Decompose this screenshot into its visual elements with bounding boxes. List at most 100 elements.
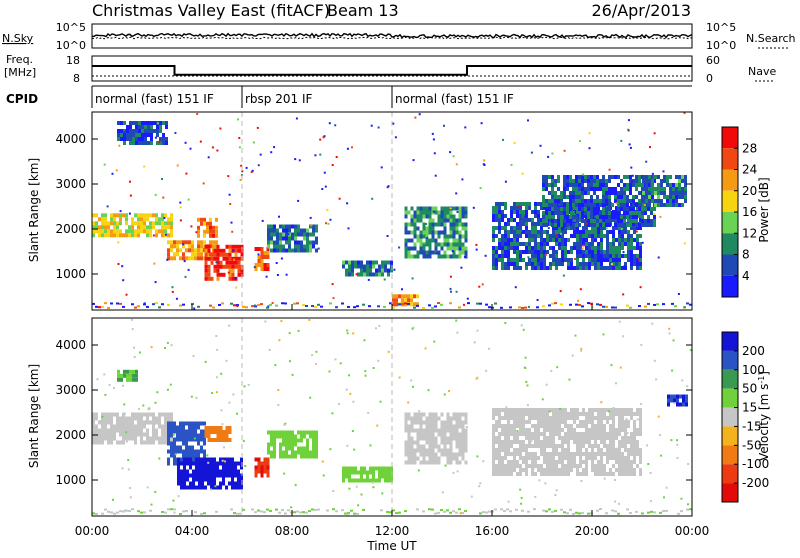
data-cell bbox=[407, 412, 411, 417]
data-cell bbox=[556, 366, 559, 369]
data-cell bbox=[192, 355, 195, 358]
data-cell bbox=[501, 238, 504, 242]
data-cell bbox=[193, 307, 196, 310]
data-cell bbox=[413, 242, 417, 247]
data-cell bbox=[537, 242, 540, 246]
data-cell bbox=[633, 460, 636, 464]
data-cell bbox=[672, 187, 675, 191]
data-cell bbox=[266, 263, 270, 267]
data-cell bbox=[257, 253, 260, 256]
data-cell bbox=[191, 429, 194, 434]
data-cell bbox=[563, 207, 566, 211]
data-cell bbox=[428, 254, 432, 259]
data-cell bbox=[257, 509, 260, 512]
data-cell bbox=[204, 252, 208, 257]
data-cell bbox=[179, 256, 182, 261]
data-cell bbox=[534, 436, 537, 440]
data-cell bbox=[599, 183, 602, 187]
data-cell bbox=[504, 242, 507, 246]
data-cell bbox=[617, 183, 620, 187]
data-cell bbox=[600, 456, 603, 460]
data-cell bbox=[554, 302, 557, 305]
data-cell bbox=[419, 210, 423, 215]
data-cell bbox=[678, 187, 681, 191]
data-cell bbox=[546, 408, 549, 412]
data-cell bbox=[276, 274, 279, 276]
data-cell bbox=[213, 477, 216, 482]
data-cell bbox=[611, 175, 614, 179]
data-cell bbox=[351, 478, 354, 483]
data-cell bbox=[164, 225, 167, 230]
data-cell bbox=[92, 420, 95, 425]
data-cell bbox=[222, 477, 225, 482]
data-cell bbox=[681, 203, 684, 207]
data-cell bbox=[578, 223, 581, 227]
data-cell bbox=[191, 240, 194, 245]
data-cell bbox=[219, 430, 223, 434]
data-cell bbox=[564, 412, 567, 416]
data-cell bbox=[460, 266, 463, 269]
data-cell bbox=[636, 428, 639, 432]
data-cell bbox=[570, 424, 573, 428]
data-cell bbox=[290, 506, 293, 509]
data-cell bbox=[179, 219, 182, 222]
data-cell bbox=[209, 233, 212, 238]
data-cell bbox=[312, 430, 315, 435]
data-cell bbox=[431, 424, 435, 429]
data-cell bbox=[446, 440, 450, 445]
data-cell bbox=[548, 211, 551, 215]
data-cell bbox=[204, 360, 207, 363]
data-cell bbox=[676, 457, 679, 459]
data-cell bbox=[404, 214, 408, 219]
data-cell bbox=[624, 472, 627, 476]
data-cell bbox=[504, 180, 507, 183]
data-cell bbox=[504, 472, 507, 476]
data-cell bbox=[621, 242, 624, 246]
data-cell bbox=[132, 129, 135, 133]
data-cell bbox=[404, 250, 408, 255]
data-cell bbox=[200, 248, 203, 253]
data-cell bbox=[458, 452, 462, 457]
data-cell bbox=[513, 452, 516, 456]
data-cell bbox=[545, 207, 548, 211]
data-cell bbox=[501, 254, 504, 258]
data-cell bbox=[104, 436, 107, 441]
data-cell bbox=[167, 416, 170, 421]
data-cell bbox=[618, 432, 621, 436]
data-cell bbox=[116, 221, 119, 226]
data-cell bbox=[689, 349, 692, 352]
data-cell bbox=[534, 412, 537, 416]
data-cell bbox=[516, 416, 519, 420]
data-cell bbox=[618, 226, 621, 230]
data-cell bbox=[498, 206, 501, 210]
data-cell bbox=[504, 444, 507, 448]
data-cell bbox=[621, 464, 624, 468]
data-cell bbox=[465, 426, 468, 428]
data-cell bbox=[315, 240, 318, 245]
data-cell bbox=[585, 412, 588, 416]
data-cell bbox=[576, 250, 579, 254]
data-cell bbox=[167, 433, 170, 438]
data-cell bbox=[209, 229, 212, 234]
data-cell bbox=[615, 448, 618, 452]
data-cell bbox=[584, 223, 587, 227]
data-cell bbox=[306, 240, 309, 245]
data-cell bbox=[101, 420, 104, 425]
data-cell bbox=[623, 219, 626, 223]
data-cell bbox=[617, 211, 620, 215]
data-cell bbox=[296, 510, 299, 513]
data-cell bbox=[603, 411, 606, 414]
data-cell bbox=[513, 234, 516, 238]
data-cell bbox=[422, 242, 426, 247]
data-cell bbox=[576, 432, 579, 436]
data-cell bbox=[516, 230, 519, 234]
data-cell bbox=[177, 495, 180, 498]
data-cell bbox=[425, 238, 429, 243]
data-cell bbox=[606, 234, 609, 238]
data-cell bbox=[573, 420, 576, 424]
data-cell bbox=[614, 187, 617, 191]
data-cell bbox=[348, 264, 351, 269]
data-cell bbox=[609, 428, 612, 432]
data-cell bbox=[234, 252, 238, 257]
data-cell bbox=[363, 268, 366, 273]
